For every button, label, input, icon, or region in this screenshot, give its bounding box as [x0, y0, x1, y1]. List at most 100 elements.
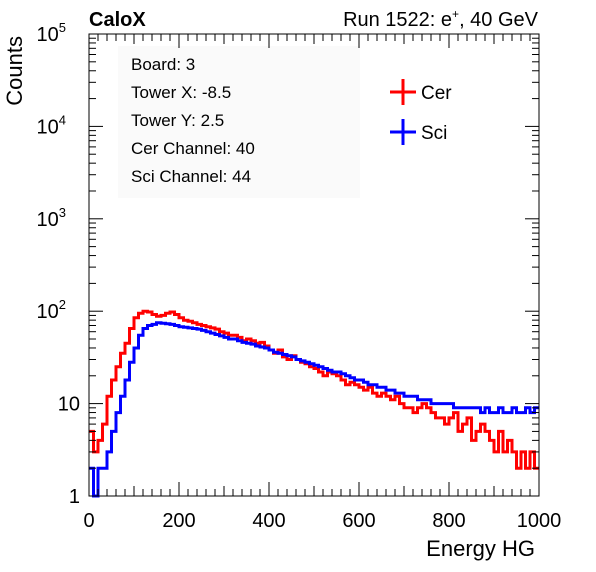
data-point [320, 371, 322, 373]
data-point [378, 386, 380, 388]
data-point [432, 412, 434, 414]
data-point [423, 403, 425, 405]
data-point [284, 353, 286, 356]
data-point [167, 312, 169, 314]
data-point [374, 392, 376, 394]
data-point [495, 412, 497, 414]
data-point [149, 311, 151, 313]
data-point [369, 386, 371, 388]
y-tick-exp: 3 [59, 205, 66, 220]
run-label-sup: + [452, 7, 459, 21]
data-point [198, 323, 200, 325]
data-point [518, 412, 520, 414]
info-line: Sci Channel: 44 [131, 167, 251, 186]
legend-label: Cer [421, 83, 452, 104]
data-point [387, 389, 389, 391]
y-tick-label: 104 [37, 112, 66, 138]
y-tick-base: 10 [37, 24, 59, 46]
data-point [441, 417, 443, 419]
data-point [473, 407, 475, 409]
data-point [99, 467, 101, 469]
data-point [423, 399, 425, 401]
x-axis-title: Energy HG [426, 536, 535, 561]
data-point [401, 392, 403, 394]
data-point [135, 347, 137, 349]
data-point [522, 412, 524, 414]
data-point [203, 324, 205, 327]
data-point [117, 412, 119, 414]
data-point [455, 412, 457, 414]
series-line [89, 309, 539, 470]
data-point [230, 334, 232, 336]
data-point [491, 439, 493, 441]
data-point [180, 317, 182, 319]
x-tick-label: 200 [162, 510, 195, 532]
data-point [104, 423, 106, 425]
data-point [257, 345, 259, 347]
series-sci [89, 321, 539, 498]
x-tick-label: 400 [252, 510, 285, 532]
data-point [495, 451, 497, 453]
data-point [113, 430, 115, 432]
data-point [509, 439, 511, 441]
data-point [216, 333, 218, 336]
data-point [504, 451, 506, 453]
data-point [279, 349, 281, 351]
data-point [266, 347, 268, 349]
data-point [410, 407, 412, 409]
data-point [153, 323, 155, 325]
data-point [504, 412, 506, 414]
y-axis-title: Counts [2, 36, 27, 106]
data-point [401, 403, 403, 405]
legend-label: Sci [421, 123, 447, 144]
data-point [527, 407, 529, 409]
data-point [176, 324, 178, 327]
data-point [410, 395, 412, 397]
data-point [126, 342, 128, 344]
y-tick-label: 10 [58, 394, 80, 416]
data-point [266, 345, 268, 347]
y-tick-label: 105 [37, 20, 66, 46]
info-box [118, 46, 360, 198]
data-point [468, 407, 470, 409]
data-point [342, 373, 344, 375]
data-point [306, 361, 308, 363]
data-point [140, 312, 142, 314]
data-point [113, 379, 115, 381]
data-point [212, 332, 214, 334]
data-point [356, 379, 358, 381]
data-point [144, 327, 146, 330]
data-point [185, 326, 187, 328]
y-tick-base: 10 [58, 394, 80, 416]
x-tick-label: 0 [83, 510, 94, 532]
data-point [194, 322, 196, 324]
data-point [387, 395, 389, 397]
data-point [396, 395, 398, 397]
series-cer [89, 309, 539, 470]
data-point [414, 395, 416, 397]
data-point [248, 338, 250, 340]
info-line: Cer Channel: 40 [131, 139, 255, 158]
data-point [225, 336, 227, 338]
data-point [392, 389, 394, 391]
data-point [441, 403, 443, 405]
data-point [171, 323, 173, 325]
legend-item-sci: Sci [390, 119, 447, 145]
data-point [194, 327, 196, 330]
data-point [392, 399, 394, 401]
data-point [500, 430, 502, 432]
data-point [455, 407, 457, 409]
data-point [162, 322, 164, 324]
data-point [450, 403, 452, 405]
data-point [518, 467, 520, 469]
info-line: Board: 3 [131, 55, 195, 74]
data-point [338, 375, 340, 377]
y-tick-base: 10 [37, 209, 59, 231]
x-tick-label: 1000 [517, 510, 562, 532]
data-point [131, 361, 133, 363]
data-point [347, 375, 349, 377]
data-point [270, 349, 272, 351]
data-point [288, 355, 290, 357]
data-point [252, 340, 254, 342]
data-point [347, 384, 349, 386]
